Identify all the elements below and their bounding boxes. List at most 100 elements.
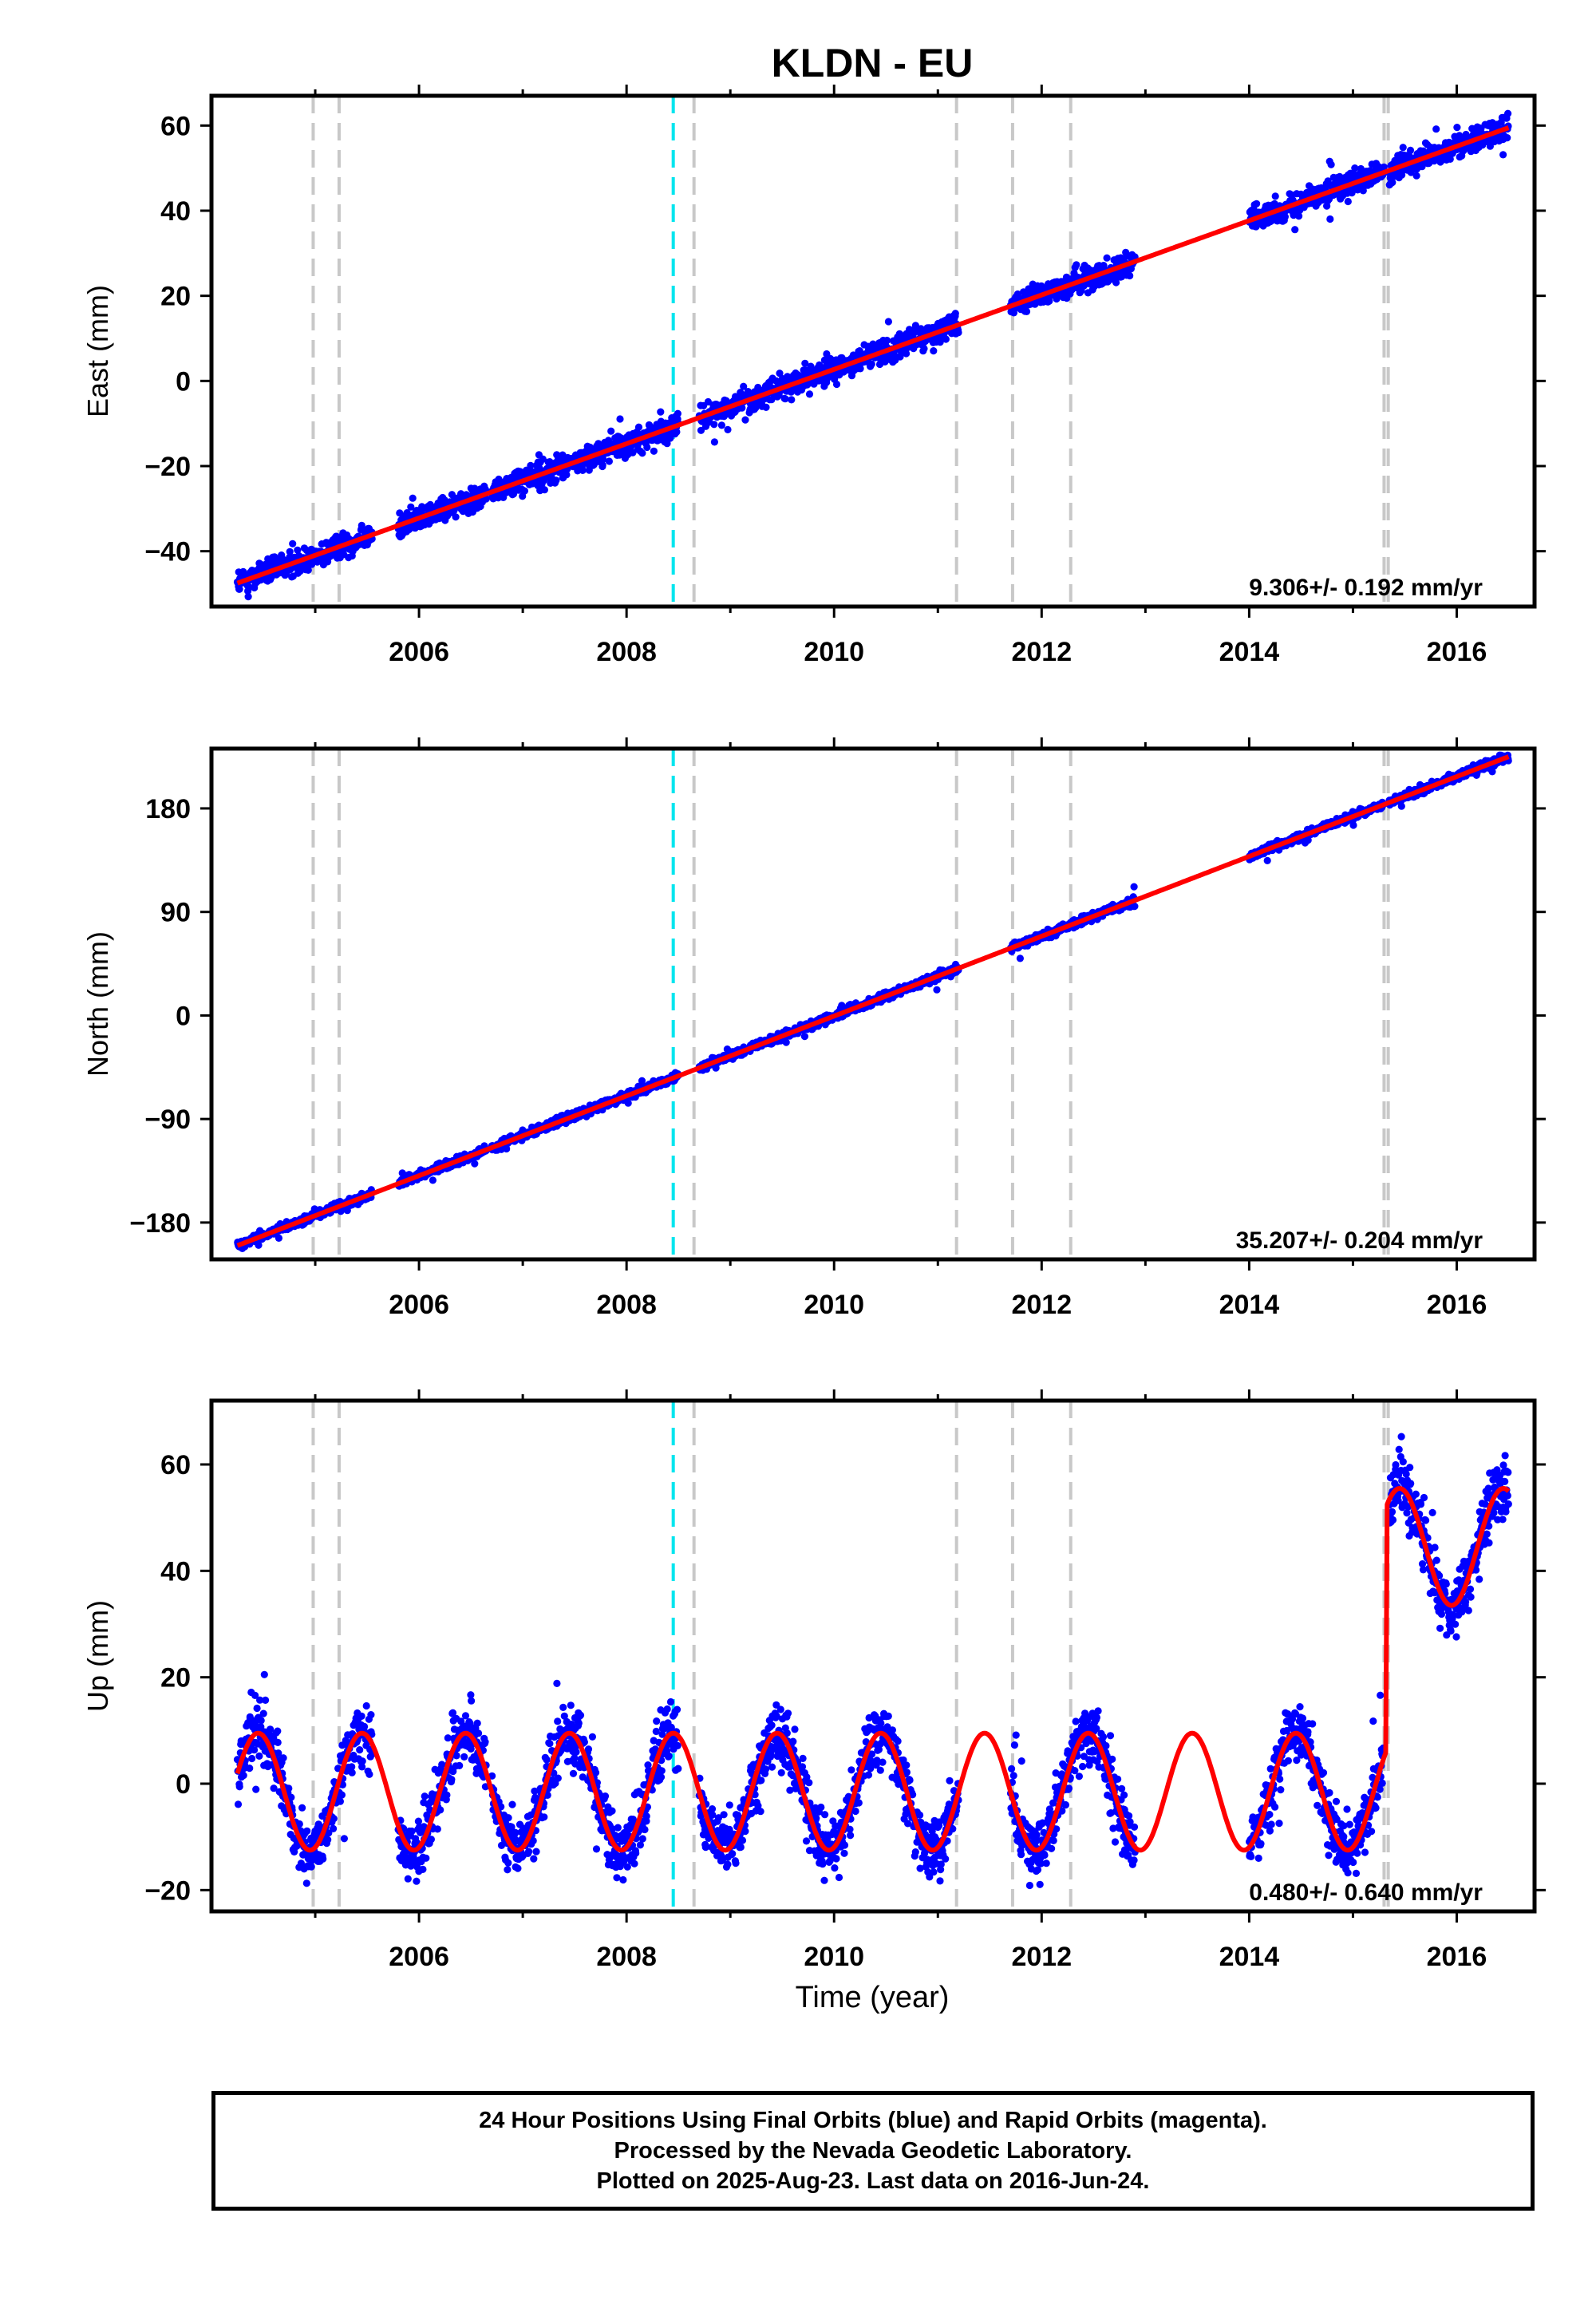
data-point [407, 503, 415, 511]
data-point [911, 322, 919, 330]
data-point [930, 347, 938, 355]
data-point [1126, 271, 1134, 280]
data-point [629, 449, 637, 456]
data-point [1412, 172, 1420, 180]
chart-title: KLDN - EU [772, 41, 974, 85]
data-point [638, 449, 646, 457]
y-tick-label: −40 [144, 537, 191, 567]
data-point [643, 443, 651, 452]
data-point [1271, 192, 1279, 200]
data-point [1453, 124, 1461, 132]
data-point [867, 360, 875, 368]
data-point [1398, 171, 1406, 179]
data-point [954, 329, 962, 337]
x-tick-label: 2016 [1427, 637, 1487, 667]
data-point [1406, 146, 1415, 154]
data-point [605, 457, 614, 465]
data-point [1503, 134, 1511, 142]
data-point [235, 585, 243, 593]
data-point [471, 1160, 479, 1168]
data-point [1351, 164, 1359, 172]
data-point [883, 336, 891, 345]
data-point [1112, 279, 1120, 287]
x-tick-label: 2014 [1219, 637, 1280, 667]
data-point [1389, 179, 1396, 187]
data-point [674, 409, 682, 417]
x-tick-label: 2012 [1011, 637, 1072, 667]
data-point [540, 486, 549, 494]
data-point [657, 408, 665, 416]
data-point [294, 546, 302, 554]
data-point [903, 350, 911, 358]
data-point [741, 416, 749, 424]
data-point [452, 513, 460, 521]
data-point [856, 365, 864, 373]
data-point [289, 539, 297, 547]
y-tick-label: 20 [160, 282, 191, 312]
y-tick-label: 40 [160, 196, 191, 227]
data-point [1504, 109, 1512, 117]
data-point [782, 1038, 790, 1046]
data-point [710, 421, 718, 429]
data-point [650, 447, 658, 455]
plot-area-east [233, 96, 1512, 607]
model-line-east [236, 125, 1510, 586]
data-point [638, 1077, 646, 1085]
data-point [1253, 200, 1261, 207]
data-point [624, 1099, 632, 1107]
data-point [933, 986, 941, 994]
data-point [762, 403, 770, 411]
data-point [884, 318, 892, 326]
data-point [740, 382, 748, 390]
data-point [616, 415, 624, 423]
data-point [1103, 254, 1111, 262]
data-point [409, 494, 417, 502]
data-point [805, 390, 814, 398]
y-axis-label-east: East (mm) [81, 285, 114, 417]
data-point [1016, 954, 1024, 962]
data-point [800, 1033, 809, 1041]
data-point [563, 471, 571, 479]
data-point [710, 438, 719, 446]
data-point [1380, 163, 1388, 171]
data-point [832, 380, 841, 389]
data-point [500, 493, 508, 502]
data-point [1295, 212, 1303, 220]
data-point [1327, 160, 1335, 168]
data-point [244, 593, 252, 601]
y-tick-label: −20 [144, 452, 191, 482]
x-tick-label: 2006 [389, 637, 449, 667]
data-point [1499, 151, 1507, 159]
data-point [738, 404, 746, 412]
data-point [768, 396, 776, 404]
data-point [1344, 197, 1352, 206]
data-point [607, 427, 615, 435]
data-point [1432, 125, 1440, 133]
data-point [788, 396, 796, 404]
plot-frame-east [209, 93, 1537, 609]
data-point [724, 425, 732, 434]
data-point [634, 423, 643, 431]
data-point [787, 388, 796, 396]
data-point [1291, 226, 1299, 234]
data-point [776, 370, 784, 377]
data-point [1399, 144, 1407, 152]
data-point [598, 461, 606, 469]
x-tick-label: 2008 [596, 637, 657, 667]
data-point [673, 428, 681, 436]
data-point [717, 421, 726, 429]
y-tick-label: 60 [160, 111, 191, 141]
data-point [1281, 212, 1289, 221]
data-point [1263, 856, 1271, 864]
data-point [503, 1144, 511, 1153]
data-point [286, 547, 294, 555]
data-point [552, 476, 560, 484]
data-point [527, 461, 535, 470]
data-point [539, 455, 547, 463]
data-point [520, 487, 529, 495]
data-point [275, 1234, 282, 1242]
